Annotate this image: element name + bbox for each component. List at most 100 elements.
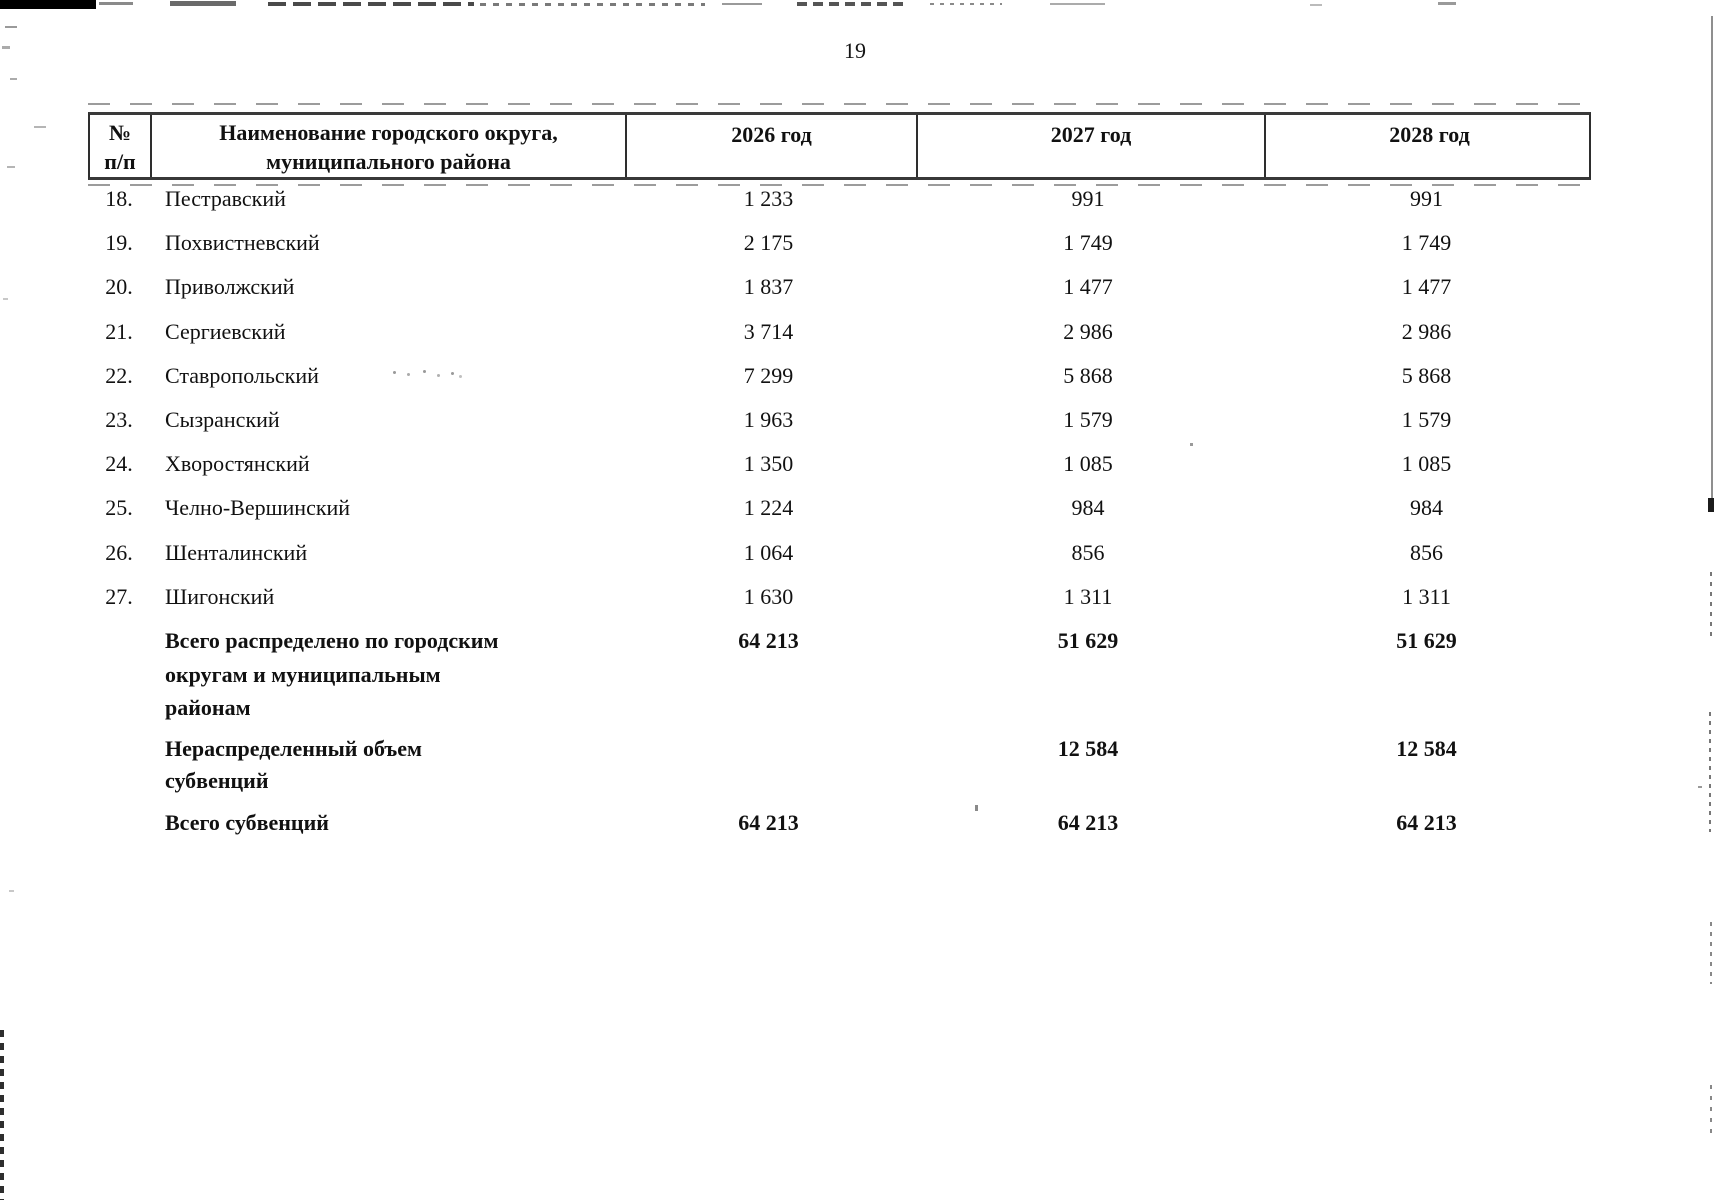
- header-cell-2026: 2026 год: [625, 115, 916, 177]
- cell-2028: 991: [1410, 186, 1443, 212]
- scan-artifact: [0, 0, 96, 9]
- cell-row-number: 21.: [105, 318, 133, 344]
- scan-artifact: [10, 78, 17, 80]
- table-header: № п/п Наименование городского округа, му…: [88, 112, 1591, 180]
- cell-district-name: Челно-Вершинский: [165, 495, 351, 521]
- cell-2027: 1 477: [1063, 274, 1113, 300]
- scan-artifact: [1190, 443, 1193, 446]
- cell-2028: 1 749: [1401, 230, 1452, 256]
- cell-row-number: 20.: [105, 274, 133, 300]
- scan-artifact: [393, 371, 396, 374]
- cell-district-name: Шенталинский: [165, 539, 308, 565]
- cell-2028: 12 584: [1396, 736, 1457, 761]
- cell-2027: 856: [1071, 539, 1105, 565]
- scan-artifact: [1711, 16, 1713, 502]
- scan-artifact: [1438, 2, 1456, 5]
- cell-2028: 1 477: [1401, 274, 1452, 300]
- cell-2027: 12 584: [1057, 736, 1119, 761]
- cell-2027: 2 986: [1063, 318, 1113, 344]
- scan-artifact: [722, 3, 762, 5]
- cell-district-name: Ставропольский: [165, 362, 319, 388]
- table-row: 24. Хворостянский 1 350 1 085 1 085: [88, 442, 1591, 486]
- scan-artifact: [7, 166, 15, 168]
- cell-2027: 1 579: [1063, 407, 1113, 433]
- scan-artifact: [1710, 922, 1712, 984]
- summary-row-undistributed: Нераспределенный объем субвенций 12 584 …: [88, 733, 1591, 797]
- cell-2027: 1 311: [1063, 583, 1113, 609]
- page-number: 19: [844, 38, 866, 63]
- scan-artifact: [1050, 3, 1105, 5]
- cell-row-number: 18.: [105, 186, 133, 212]
- scan-artifact: [1708, 498, 1714, 512]
- summary-row-total-subventions: Всего субвенций 64 213 64 213 64 213: [88, 807, 1591, 839]
- scan-artifact: [88, 103, 1591, 105]
- cell-2028: 1 311: [1402, 583, 1451, 609]
- table-body: 18. Пестравский 1 233 991 991 19. Похвис…: [88, 177, 1591, 619]
- scan-artifact: [5, 26, 17, 28]
- scan-artifact: [1310, 4, 1322, 6]
- scan-artifact: [99, 2, 133, 5]
- scan-artifact: [1710, 1085, 1712, 1137]
- cell-2026: 2 175: [743, 230, 794, 256]
- header-cell-number: № п/п: [90, 115, 152, 177]
- scan-artifact: [1710, 572, 1712, 642]
- scan-artifact: [930, 3, 1002, 5]
- table-row: 23. Сызранский 1 963 1 579 1 579: [88, 398, 1591, 442]
- cell-2028: 1 085: [1401, 451, 1452, 477]
- table-row: 21. Сергиевский 3 714 2 986 2 986: [88, 310, 1591, 354]
- cell-2027: 984: [1071, 495, 1105, 521]
- cell-2026: 1 224: [743, 495, 794, 521]
- cell-2026: 7 299: [743, 362, 794, 388]
- table-row: 27. Шигонский 1 630 1 311 1 311: [88, 575, 1591, 619]
- cell-2027: 51 629: [1057, 628, 1119, 653]
- scan-artifact: [34, 126, 46, 128]
- scan-artifact: [1698, 786, 1702, 788]
- scan-artifact: [1709, 712, 1711, 832]
- table-row: 22. Ставропольский 7 299 5 868 5 868: [88, 354, 1591, 398]
- summary-label: Всего распределено по городским округам …: [165, 628, 499, 720]
- cell-row-number: 26.: [105, 539, 133, 565]
- cell-district-name: Шигонский: [165, 583, 275, 609]
- scan-artifact: [975, 805, 978, 811]
- cell-2027: 1 085: [1063, 451, 1113, 477]
- summary-label: Нераспределенный объем субвенций: [165, 736, 422, 793]
- cell-2027: 991: [1071, 186, 1105, 212]
- cell-row-number: 19.: [105, 230, 133, 256]
- table-row: 18. Пестравский 1 233 991 991: [88, 177, 1591, 221]
- cell-row-number: 25.: [105, 495, 133, 521]
- table-row: 26. Шенталинский 1 064 856 856: [88, 531, 1591, 575]
- cell-district-name: Сызранский: [165, 407, 280, 433]
- cell-2027: 5 868: [1063, 362, 1113, 388]
- cell-2026: 1 064: [743, 539, 794, 565]
- scan-artifact: [3, 298, 8, 300]
- scan-artifact: [88, 184, 1591, 186]
- cell-district-name: Похвистневский: [165, 230, 320, 256]
- cell-2027: 64 213: [1057, 810, 1119, 835]
- cell-row-number: 22.: [105, 362, 133, 388]
- cell-2026: 1 233: [743, 186, 794, 212]
- cell-district-name: Пестравский: [165, 186, 286, 212]
- cell-district-name: Хворостянский: [165, 451, 310, 477]
- scan-artifact: [9, 890, 14, 892]
- cell-row-number: 24.: [105, 451, 133, 477]
- cell-row-number: 27.: [105, 583, 133, 609]
- cell-2028: 5 868: [1401, 362, 1452, 388]
- cell-2028: 51 629: [1396, 628, 1457, 653]
- cell-district-name: Приволжский: [165, 274, 295, 300]
- cell-2026: 1 630: [743, 583, 794, 609]
- cell-2027: 1 749: [1063, 230, 1113, 256]
- cell-2028: 1 579: [1401, 407, 1452, 433]
- cell-2026: 1 837: [743, 274, 794, 300]
- scan-artifact: [797, 2, 909, 6]
- scan-artifact: [268, 2, 474, 6]
- cell-2026: 64 213: [738, 810, 799, 835]
- cell-2026: 1 350: [743, 451, 794, 477]
- scan-artifact: [170, 1, 236, 6]
- header-cell-2027: 2027 год: [916, 115, 1264, 177]
- cell-2028: 2 986: [1401, 318, 1452, 344]
- scan-artifact: [2, 46, 10, 49]
- cell-2028: 984: [1410, 495, 1443, 521]
- cell-2026: 1 963: [743, 407, 794, 433]
- scan-artifact: [480, 3, 705, 6]
